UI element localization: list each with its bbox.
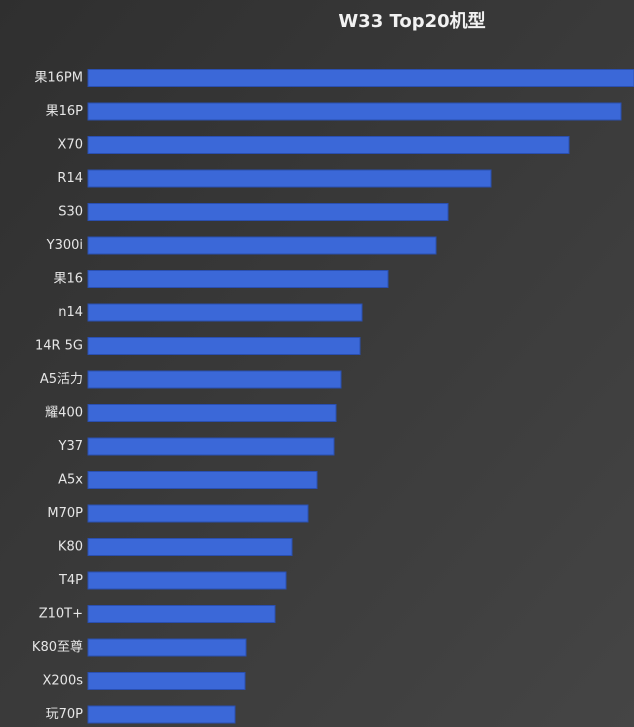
bar — [87, 504, 309, 523]
y-tick-label: Y300i — [46, 238, 83, 253]
bar — [87, 705, 236, 724]
y-tick-label: 果16PM — [34, 71, 83, 86]
bar — [87, 270, 389, 288]
y-tick-label: Y37 — [58, 439, 83, 454]
y-tick-label: K80 — [58, 540, 83, 555]
bar — [87, 337, 361, 355]
y-tick-label: X200s — [43, 674, 84, 689]
bar — [87, 437, 335, 456]
y-tick-label: 耀400 — [45, 406, 83, 421]
bar — [87, 303, 363, 322]
y-tick-label: n14 — [58, 305, 83, 320]
y-tick-label: 14R 5G — [35, 339, 83, 354]
bar — [87, 370, 342, 389]
y-tick-label: 果16P — [46, 104, 84, 119]
bar — [87, 605, 276, 623]
bar — [87, 203, 449, 221]
y-tick-label: 果16 — [53, 272, 83, 287]
y-tick-label: Z10T+ — [39, 607, 83, 622]
bar — [87, 571, 287, 590]
y-tick-label: R14 — [57, 171, 83, 186]
bar — [87, 538, 293, 556]
bar — [87, 236, 437, 255]
y-tick-label: A5活力 — [40, 372, 83, 387]
bar — [87, 69, 634, 87]
y-tick-label: 玩70P — [46, 707, 84, 722]
bar — [87, 102, 622, 121]
bar — [87, 404, 337, 422]
bar — [87, 136, 570, 154]
bar — [87, 169, 492, 188]
y-tick-label: X70 — [58, 138, 83, 153]
y-tick-label: S30 — [58, 205, 83, 220]
y-tick-label: T4P — [58, 573, 83, 588]
y-tick-label: A5x — [58, 473, 83, 488]
bar — [87, 471, 318, 489]
y-tick-label: K80至尊 — [32, 639, 83, 655]
bar — [87, 638, 247, 657]
chart-title: W33 Top20机型 — [338, 10, 485, 32]
bar — [87, 672, 246, 690]
y-tick-label: M70P — [47, 506, 83, 521]
